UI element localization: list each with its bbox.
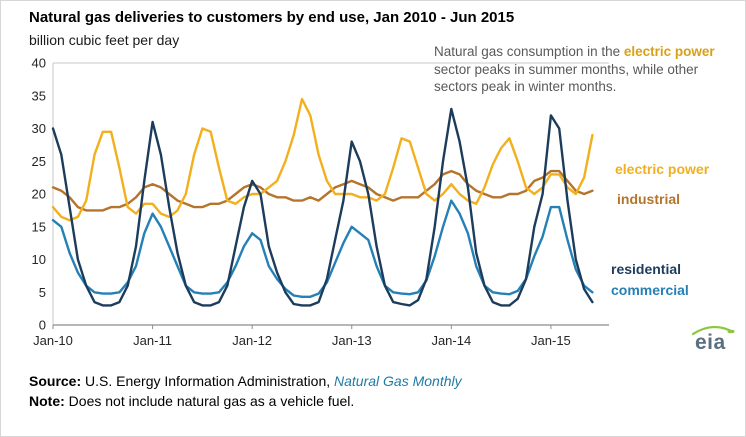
series-label-electric-power: electric power: [615, 161, 710, 177]
y-tick-label: 25: [32, 154, 46, 169]
source-line: Source: U.S. Energy Information Administ…: [29, 373, 462, 389]
note-text: Does not include natural gas as a vehicl…: [64, 393, 355, 409]
x-tick-label: Jan-11: [133, 333, 172, 348]
series-line-residential: [51, 107, 594, 307]
y-tick-label: 0: [39, 318, 46, 333]
x-tick-label: Jan-13: [332, 333, 372, 348]
source-text: U.S. Energy Information Administration,: [81, 373, 335, 389]
x-tick-label: Jan-14: [431, 333, 471, 348]
eia-logo: eia: [689, 323, 737, 357]
x-tick-label: Jan-15: [531, 333, 571, 348]
annotation-text-pre: Natural gas consumption in the: [434, 44, 624, 59]
note-label: Note:: [29, 393, 65, 409]
chart-svg: 0 5 10 15 20 25 30 35 40 Jan-10 Jan-11 Jan-12 Jan-13…: [32, 56, 609, 348]
series-label-industrial: industrial: [617, 191, 681, 207]
y-tick-label: 5: [39, 285, 46, 300]
series-label-residential: residential: [611, 261, 682, 277]
series-label-commercial: commercial: [611, 282, 689, 298]
series-line-electric-power: [51, 97, 594, 222]
source-label: Source:: [29, 373, 82, 389]
source-publication-link[interactable]: Natural Gas Monthly: [334, 373, 462, 389]
note-line: Note: Does not include natural gas as a …: [29, 393, 354, 409]
x-tick-label: Jan-10: [33, 333, 73, 348]
chart-annotation: Natural gas consumption in the electric …: [434, 43, 737, 96]
eia-leaf-icon: [691, 325, 735, 336]
page-title: Natural gas deliveries to customers by e…: [29, 9, 515, 26]
chart-units-subtitle: billion cubic feet per day: [29, 32, 180, 48]
series-line-industrial: [51, 169, 594, 212]
y-tick-label: 20: [32, 187, 46, 202]
y-tick-label: 10: [32, 252, 46, 267]
annotation-text-post: sector peaks in summer months, while oth…: [434, 61, 699, 95]
y-tick-label: 30: [32, 121, 46, 136]
y-tick-label: 35: [32, 88, 46, 103]
x-tick-label: Jan-12: [232, 333, 272, 348]
series-line-commercial: [51, 199, 594, 299]
eia-logo-text: eia: [695, 331, 726, 354]
y-tick-label: 15: [32, 219, 46, 234]
y-tick-label: 40: [32, 56, 46, 71]
annotation-highlight: electric power: [623, 44, 715, 59]
